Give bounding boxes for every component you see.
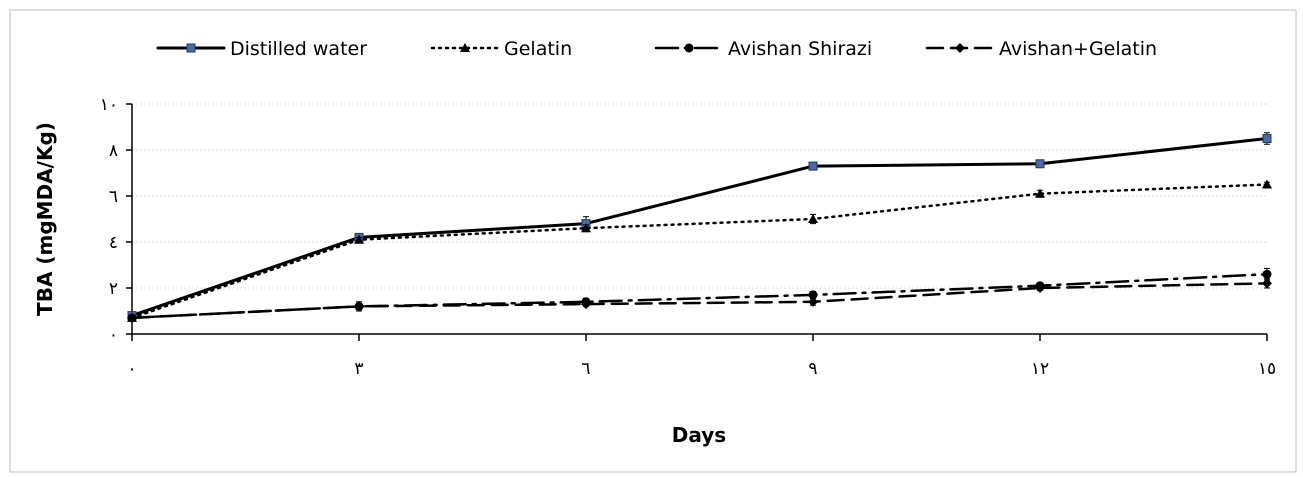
x-tick-label: ٣	[354, 359, 363, 379]
legend-item-avishan-shirazi: Avishan Shirazi	[654, 38, 872, 60]
legend-swatch-marker	[955, 43, 965, 53]
series-line	[130, 272, 1269, 320]
chart-frame	[9, 9, 1297, 473]
y-tick-label: ١٠	[100, 95, 118, 115]
data-point	[1262, 134, 1272, 143]
data-point	[808, 290, 818, 300]
x-tick-label: ٠	[127, 359, 136, 379]
data-point	[354, 234, 364, 244]
series-lines	[127, 132, 1272, 323]
data-point	[808, 296, 818, 307]
axis-ticks: ٠ ٢ ٤ ٦ ٨ ١٠ ٠ ٣ ٦ ٩ ١٢ ١٥	[100, 95, 1276, 379]
data-point	[1262, 269, 1272, 279]
legend: Distilled water Gelatin Avishan Shirazi Avi…	[156, 38, 1157, 60]
legend-label: Avishan+Gelatin	[999, 38, 1157, 60]
legend-item-distilled-water: Distilled water	[156, 38, 367, 60]
data-point	[808, 214, 818, 223]
data-point	[581, 223, 591, 233]
y-tick-label: ٤	[109, 233, 118, 253]
legend-swatch-marker	[186, 43, 196, 53]
data-point	[1035, 159, 1045, 169]
x-tick-label: ٦	[581, 359, 590, 379]
y-tick-label: ٦	[109, 187, 118, 207]
data-point	[808, 161, 818, 171]
y-axis-title: TBA (mgMDA/Kg)	[33, 122, 57, 316]
legend-label: Gelatin	[504, 38, 572, 60]
data-point	[354, 301, 364, 312]
series-line	[130, 183, 1269, 320]
series-line	[130, 137, 1269, 318]
legend-label: Distilled water	[230, 38, 367, 60]
data-point	[1035, 283, 1045, 293]
legend-swatch-marker	[684, 43, 694, 53]
data-point	[1262, 179, 1272, 189]
x-tick-label: ٩	[808, 359, 817, 379]
x-tick-label: ١٢	[1031, 359, 1049, 379]
x-tick-label: ١٥	[1258, 359, 1276, 379]
data-point	[1035, 188, 1045, 198]
y-tick-label: ٨	[109, 141, 118, 161]
y-tick-label: ٢	[109, 279, 118, 299]
legend-swatch-marker	[460, 43, 470, 52]
data-point	[127, 312, 137, 323]
legend-item-gelatin: Gelatin	[430, 38, 572, 60]
data-point	[1262, 278, 1272, 289]
y-tick-label: ٠	[109, 325, 118, 345]
x-axis-title: Days	[672, 423, 726, 447]
data-point	[581, 299, 591, 310]
series-line	[130, 282, 1269, 320]
legend-label: Avishan Shirazi	[728, 38, 872, 60]
legend-item-avishan-gelatin: Avishan+Gelatin	[925, 38, 1157, 60]
series-avishan-gelatin	[127, 278, 1272, 323]
